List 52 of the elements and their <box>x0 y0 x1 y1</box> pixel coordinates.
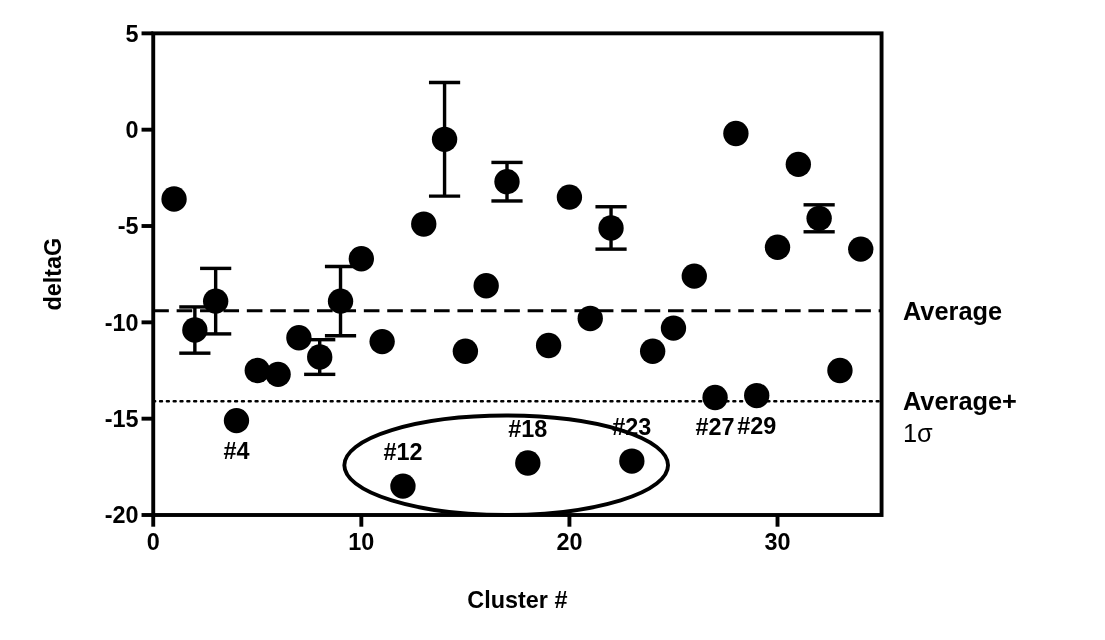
point <box>286 325 312 351</box>
y-axis-title: deltaG <box>39 237 66 311</box>
point <box>827 357 853 384</box>
ref-line-label: Average <box>903 296 1003 325</box>
annotation: #29 <box>737 412 777 439</box>
point <box>494 169 520 195</box>
y-tick-label: -10 <box>104 309 139 336</box>
annotation: #18 <box>508 415 548 442</box>
point <box>182 317 208 343</box>
point <box>244 357 270 384</box>
point <box>639 338 666 364</box>
point <box>223 407 250 434</box>
point <box>452 338 479 364</box>
y-tick-label: -15 <box>104 405 139 432</box>
point <box>369 328 395 355</box>
point <box>411 211 437 237</box>
point <box>744 382 770 409</box>
annotation: #12 <box>383 438 423 465</box>
point <box>556 184 583 210</box>
y-tick-label: 0 <box>125 116 139 143</box>
x-tick-label: 10 <box>348 529 375 556</box>
point <box>848 236 874 262</box>
ref-line-label: Average+ 1σ <box>903 387 1017 447</box>
point <box>431 126 458 152</box>
x-tick-label: 20 <box>556 529 583 556</box>
point <box>764 234 791 260</box>
x-axis-title: Cluster # <box>467 586 568 613</box>
x-tick-label: 0 <box>146 529 160 556</box>
point <box>327 288 354 314</box>
y-tick-label: -5 <box>117 213 139 240</box>
point <box>681 263 707 289</box>
point <box>161 186 187 212</box>
point <box>307 344 333 370</box>
point <box>390 473 416 499</box>
point <box>660 315 687 341</box>
y-tick-label: -20 <box>104 502 139 529</box>
point <box>515 450 541 476</box>
annotation: #4 <box>223 437 250 464</box>
point <box>577 305 603 332</box>
point <box>619 448 645 474</box>
point <box>348 246 375 272</box>
point <box>535 332 562 359</box>
point <box>723 120 749 147</box>
point <box>473 273 499 299</box>
point <box>598 215 624 241</box>
point <box>202 288 229 314</box>
point <box>785 151 811 178</box>
point <box>702 384 728 411</box>
point <box>265 361 291 388</box>
y-tick-label: 5 <box>125 20 139 47</box>
x-tick-label: 30 <box>764 529 791 556</box>
annotation: #27 <box>695 414 735 441</box>
